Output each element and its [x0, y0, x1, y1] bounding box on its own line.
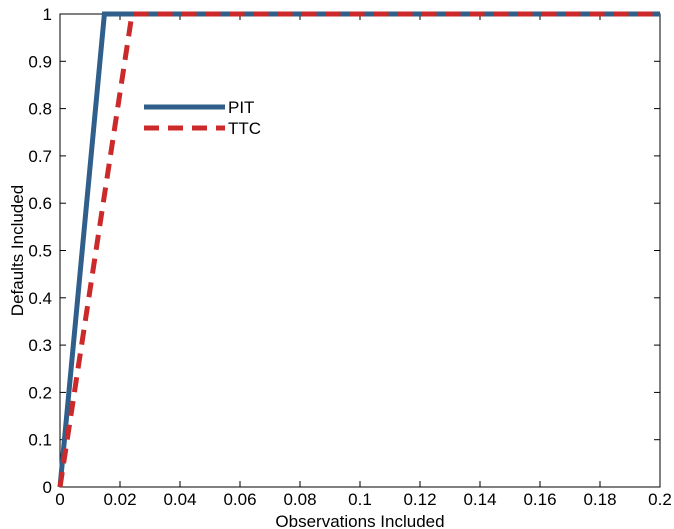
y-tick-label: 0.6: [28, 194, 52, 213]
x-axis-label: Observations Included: [275, 512, 444, 529]
legend-label-ttc: TTC: [228, 119, 261, 138]
series-layer: [57, 11, 660, 488]
y-tick-label: 0.8: [28, 100, 52, 119]
x-tick-label: 0.04: [163, 490, 196, 509]
y-tick-label: 0.5: [28, 242, 52, 261]
x-tick-label: 0.14: [463, 490, 496, 509]
x-tick-label: 0.2: [648, 490, 672, 509]
x-tick-label: 0.1: [348, 490, 372, 509]
x-tick-label: 0: [55, 490, 64, 509]
y-tick-label: 0.2: [28, 383, 52, 402]
x-tick-label: 0.16: [523, 490, 556, 509]
series-line-pit: [57, 11, 660, 488]
y-tick-label: 1: [43, 5, 52, 24]
x-tick-label: 0.06: [223, 490, 256, 509]
y-tick-label: 0.1: [28, 431, 52, 450]
x-tick-label: 0.02: [103, 490, 136, 509]
x-tick-label: 0.18: [583, 490, 616, 509]
y-tick-label: 0.3: [28, 336, 52, 355]
legend: PIT TTC: [144, 98, 261, 138]
y-tick-label: 0.4: [28, 289, 52, 308]
y-axis-label: Defaults Included: [8, 185, 27, 316]
series-line-ttc: [57, 11, 660, 488]
y-tick-label: 0.9: [28, 52, 52, 71]
x-tick-label: 0.08: [283, 490, 316, 509]
y-tick-label: 0.7: [28, 147, 52, 166]
y-tick-label: 0: [43, 478, 52, 497]
plot-frame: [59, 13, 661, 488]
x-tick-label: 0.12: [403, 490, 436, 509]
legend-label-pit: PIT: [228, 98, 254, 117]
axes: 0 0.02 0.04 0.06 0.08 0.1 0.12 0.14 0.16 0.18 0.2 0…: [28, 5, 671, 509]
